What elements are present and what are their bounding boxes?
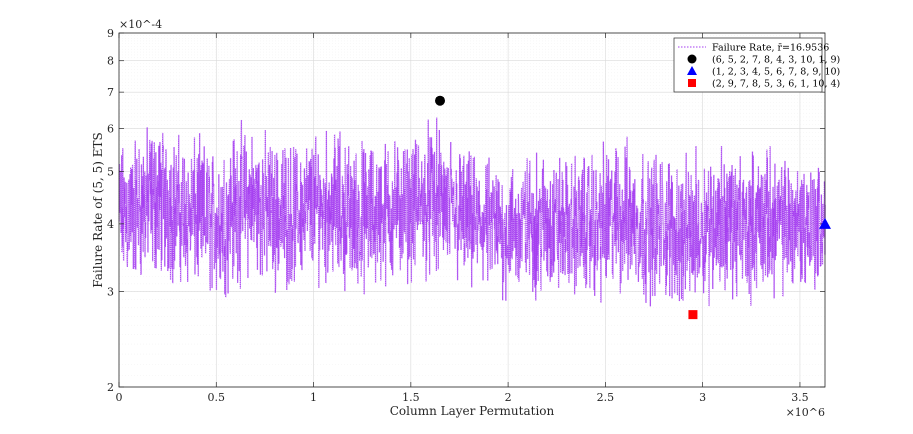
y-tick-label: 7 [107, 86, 114, 99]
legend-entry-marker-2: (1, 2, 3, 4, 5, 6, 7, 8, 9, 10) [712, 67, 840, 78]
legend-triangle-marker [687, 66, 697, 75]
x-axis-label: Column Layer Permutation [390, 404, 555, 418]
x-tick-label: 3 [699, 391, 706, 404]
x-tick-label: 0.5 [208, 391, 226, 404]
markers [435, 95, 831, 320]
failure-rate-series [118, 117, 826, 307]
y-exponent-label: ×10^-4 [119, 18, 162, 31]
legend-square-marker [688, 79, 696, 87]
y-tick-label: 5 [107, 165, 114, 178]
y-tick-label: 4 [107, 218, 114, 231]
x-tick-label: 1 [310, 391, 317, 404]
legend-entry-marker-3: (2, 9, 7, 8, 5, 3, 6, 1, 10, 4) [712, 79, 840, 90]
legend-circle-marker [687, 54, 697, 64]
marker-square-point [688, 310, 698, 320]
y-tick-label: 8 [107, 55, 114, 68]
x-tick-label: 0 [116, 391, 123, 404]
y-tick-label: 9 [107, 27, 114, 40]
x-tick-label: 2 [505, 391, 512, 404]
ticks: 0 0.5 1 1.5 2 2.5 3 3.5 2 3 4 5 6 7 8 9 [107, 27, 825, 404]
y-tick-label: 2 [107, 381, 114, 394]
x-tick-label: 1.5 [402, 391, 420, 404]
legend-entry-marker-1: (6, 5, 2, 7, 8, 4, 3, 10, 1, 9) [712, 55, 840, 66]
failure-rate-line-shadow [119, 117, 826, 307]
marker-triangle-point [819, 217, 831, 229]
legend-entry-series: Failure Rate, r̄=16.9536 [712, 43, 829, 54]
x-exponent-label: ×10^6 [786, 406, 825, 419]
legend-box [673, 37, 823, 93]
y-axis-label: Failure Rate of (5, 5) ETS [91, 132, 105, 287]
y-tick-label: 6 [107, 122, 114, 135]
axes-box [118, 32, 826, 388]
x-tick-label: 3.5 [791, 391, 809, 404]
legend: Failure Rate, r̄=16.9536 (6, 5, 2, 7, 8,… [673, 37, 840, 93]
x-tick-label: 2.5 [597, 391, 615, 404]
marker-circle-point [435, 95, 446, 106]
y-tick-label: 3 [107, 286, 114, 299]
